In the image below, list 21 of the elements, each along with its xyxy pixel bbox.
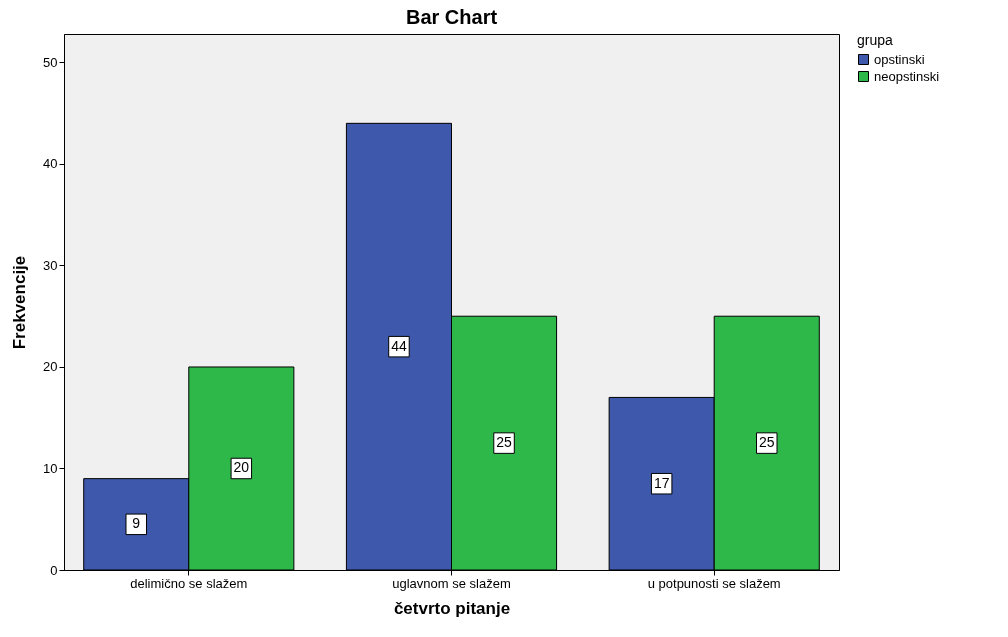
legend-label: opstinski bbox=[874, 51, 925, 67]
data-label: 9 bbox=[132, 515, 141, 532]
x-tick-label: delimično se slažem bbox=[130, 575, 248, 591]
y-tick-label: 40 bbox=[43, 156, 58, 172]
data-label: 25 bbox=[758, 434, 775, 451]
x-axis-title: četvrto pitanje bbox=[393, 598, 511, 618]
x-tick-label: u potpunosti se slažem bbox=[647, 575, 781, 591]
y-tick-label: 20 bbox=[43, 359, 58, 375]
data-label: 20 bbox=[233, 459, 250, 476]
data-label: 17 bbox=[653, 474, 670, 491]
y-axis-title: Frekvencije bbox=[10, 255, 30, 350]
y-tick-label: 0 bbox=[50, 562, 58, 578]
y-tick-label: 10 bbox=[43, 460, 58, 476]
legend-label: neopstinski bbox=[874, 68, 940, 84]
x-tick-label: uglavnom se slažem bbox=[392, 575, 511, 591]
chart-title: Bar Chart bbox=[405, 6, 498, 28]
data-label: 25 bbox=[496, 434, 513, 451]
data-label: 44 bbox=[391, 337, 407, 354]
legend-title: grupa bbox=[857, 32, 894, 48]
y-tick-label: 30 bbox=[43, 257, 58, 273]
y-tick-label: 50 bbox=[43, 54, 58, 70]
